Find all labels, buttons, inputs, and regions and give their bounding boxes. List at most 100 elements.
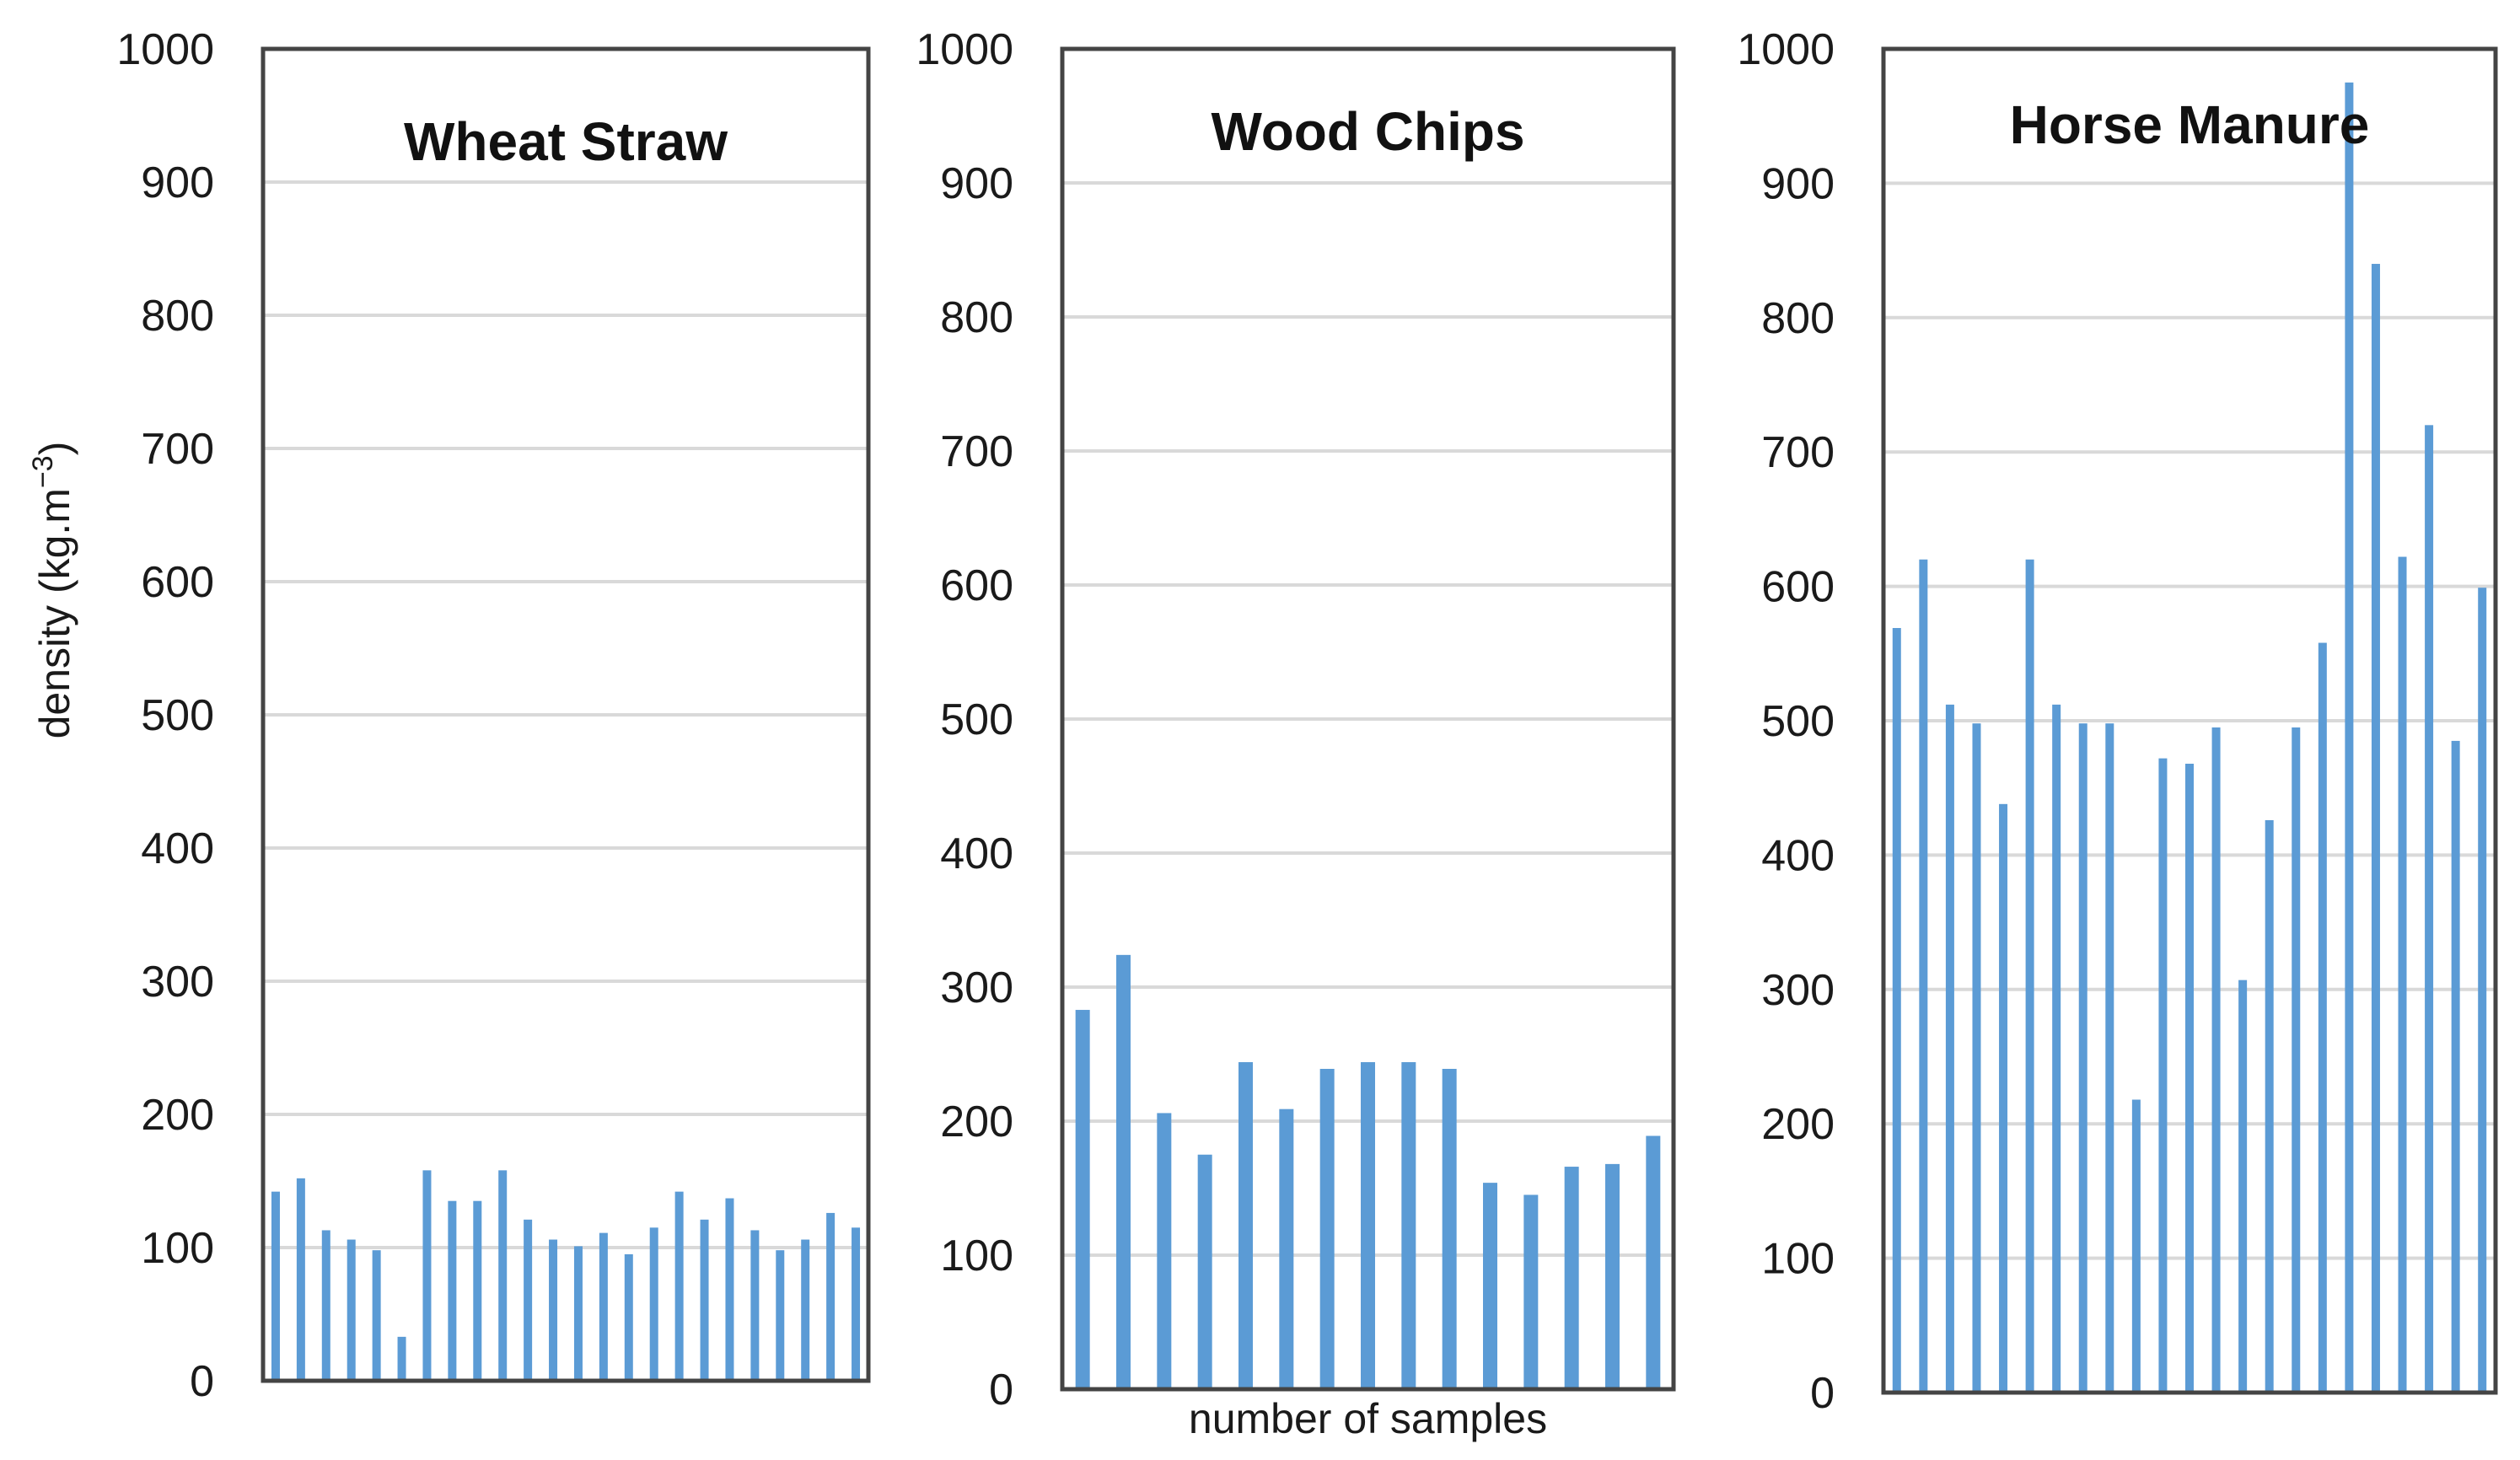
panel-title: Wood Chips [1211, 101, 1524, 162]
y-tick-label: 600 [141, 558, 214, 607]
bar [725, 1198, 734, 1381]
y-tick-label: 100 [940, 1232, 1013, 1280]
y-tick-label: 0 [1810, 1369, 1835, 1418]
bar [2131, 1099, 2141, 1393]
bar [1116, 954, 1131, 1389]
bar [2052, 704, 2061, 1393]
y-tick-label: 200 [141, 1091, 214, 1140]
y-tick-label: 300 [940, 963, 1013, 1012]
y-tick-label: 800 [141, 292, 214, 341]
bar [2451, 740, 2460, 1393]
bar [826, 1212, 836, 1381]
y-tick-label: 800 [940, 293, 1013, 342]
bar [674, 1191, 684, 1381]
y-tick-label: 100 [1761, 1235, 1835, 1284]
y-tick-label: 600 [1761, 563, 1835, 612]
y-tick-label: 300 [1761, 966, 1835, 1015]
bar [2292, 727, 2301, 1393]
y-tick-label: 300 [141, 958, 214, 1006]
bar [1892, 628, 1901, 1393]
y-tick-label: 200 [940, 1098, 1013, 1146]
bar [271, 1191, 280, 1381]
bar [750, 1230, 760, 1381]
bar [321, 1230, 330, 1381]
bar [1483, 1183, 1497, 1389]
bar [347, 1239, 356, 1381]
y-tick-label: 900 [1761, 159, 1835, 208]
y-axis-ticks: 0 100 200 300 400 500 600 700 800 900 1000 [116, 25, 214, 1406]
bar [1999, 803, 2008, 1393]
bar [2211, 727, 2221, 1393]
y-tick-label: 1000 [116, 25, 214, 74]
plot-frame [1881, 46, 2498, 1395]
bar [1197, 1154, 1212, 1389]
bar [2185, 764, 2194, 1393]
bar [1361, 1062, 1375, 1389]
y-tick-label: 600 [940, 561, 1013, 610]
bar [2478, 588, 2487, 1393]
y-axis-ticks: 0 100 200 300 400 500 600 700 800 900 1000 [1737, 25, 1835, 1418]
y-tick-label: 400 [141, 824, 214, 873]
bar [1564, 1167, 1579, 1389]
bar [1239, 1062, 1253, 1389]
bar [801, 1239, 810, 1381]
bar [422, 1170, 432, 1381]
bar [700, 1219, 709, 1381]
y-tick-label: 0 [989, 1366, 1013, 1414]
bar [599, 1232, 608, 1381]
bar [2158, 758, 2168, 1393]
bar [549, 1239, 558, 1381]
chart-panel-horse-manure: 0 100 200 300 400 500 600 700 800 900 1000 Horse M… [1737, 25, 2498, 1418]
bar [1646, 1135, 1661, 1389]
bar [1319, 1068, 1335, 1389]
bar [1157, 1113, 1172, 1389]
bar [2265, 819, 2274, 1393]
x-axis-label: number of samples [1189, 1395, 1547, 1442]
bar [524, 1219, 533, 1381]
bar [2345, 82, 2354, 1393]
bar [852, 1227, 861, 1381]
bar [473, 1200, 482, 1381]
panel-title: Wheat Straw [404, 111, 728, 172]
bar [2238, 980, 2248, 1393]
bar [776, 1250, 785, 1381]
y-tick-label: 100 [141, 1224, 214, 1273]
bar [1945, 704, 1954, 1393]
y-tick-label: 900 [141, 158, 214, 207]
y-tick-label: 500 [141, 691, 214, 740]
y-tick-label: 700 [1761, 428, 1835, 477]
bar [1523, 1194, 1539, 1389]
y-tick-label: 400 [940, 829, 1013, 878]
bar [2398, 556, 2407, 1393]
bar [296, 1178, 305, 1381]
bar-series [1892, 82, 2487, 1393]
bar [448, 1200, 457, 1381]
bar [1442, 1068, 1457, 1389]
y-tick-label: 400 [1761, 831, 1835, 880]
bar [1919, 559, 1928, 1393]
bar [624, 1253, 633, 1381]
bar [649, 1227, 658, 1381]
bar [2425, 425, 2434, 1393]
bar [573, 1246, 583, 1381]
y-tick-label: 500 [940, 695, 1013, 744]
bar [498, 1170, 508, 1381]
panel-title: Horse Manure [2010, 94, 2370, 155]
y-tick-label: 700 [141, 425, 214, 474]
bar-series [271, 1170, 861, 1381]
y-tick-label: 700 [940, 427, 1013, 476]
bar-series [1075, 954, 1661, 1389]
bar [2025, 559, 2034, 1393]
y-tick-label: 800 [1761, 294, 1835, 343]
bar [2078, 723, 2087, 1393]
gridlines [263, 180, 868, 1249]
y-tick-label: 900 [940, 159, 1013, 208]
bar [1401, 1062, 1416, 1389]
y-tick-label: 200 [1761, 1100, 1835, 1149]
chart-panel-wood-chips: 0 100 200 300 400 500 600 700 800 900 1000 Wood Ch… [916, 25, 1676, 1442]
y-tick-label: 500 [1761, 697, 1835, 746]
bar [1605, 1163, 1620, 1389]
bar [1279, 1108, 1294, 1389]
bar [2371, 264, 2380, 1393]
